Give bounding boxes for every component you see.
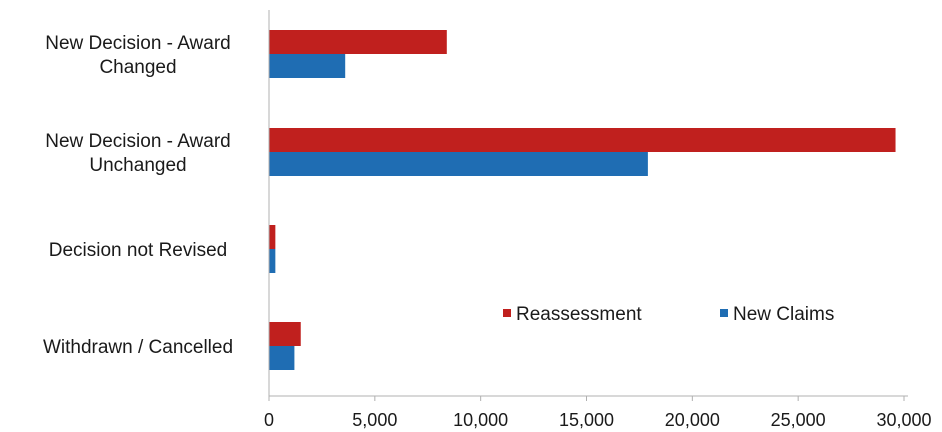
legend-label-0: Reassessment	[516, 304, 642, 325]
bar-new-claims-0	[269, 54, 346, 78]
bar-reassessment-2	[269, 225, 276, 249]
x-tick-label-2: 10,000	[453, 410, 508, 430]
x-tick-label-4: 20,000	[665, 410, 720, 430]
category-label-0: New Decision - Award Changed	[45, 33, 231, 78]
x-axis-ticks: 0 5,000 10,000 15,000 20,000 25,000 30,000	[264, 396, 932, 430]
bars-group	[269, 30, 896, 370]
category-labels: New Decision - Award Changed New Decision …	[43, 33, 233, 358]
bar-new-claims-2	[269, 249, 276, 273]
category-label-3: Withdrawn / Cancelled	[43, 337, 233, 358]
category-label-2: Decision not Revised	[49, 240, 227, 261]
x-tick-label-3: 15,000	[559, 410, 614, 430]
x-tick-label-1: 5,000	[352, 410, 397, 430]
legend-label-1: New Claims	[733, 304, 834, 325]
bar-new-claims-3	[269, 346, 295, 370]
bar-new-claims-1	[269, 152, 648, 176]
x-tick-label-0: 0	[264, 410, 274, 430]
legend-swatch-1	[720, 309, 728, 317]
bar-reassessment-0	[269, 30, 447, 54]
bar-reassessment-1	[269, 128, 896, 152]
x-tick-label-5: 25,000	[771, 410, 826, 430]
category-label-1: New Decision - Award Unchanged	[45, 131, 231, 176]
x-tick-label-6: 30,000	[876, 410, 931, 430]
legend-swatch-0	[503, 309, 511, 317]
legend: Reassessment New Claims	[503, 304, 834, 325]
bar-reassessment-3	[269, 322, 301, 346]
